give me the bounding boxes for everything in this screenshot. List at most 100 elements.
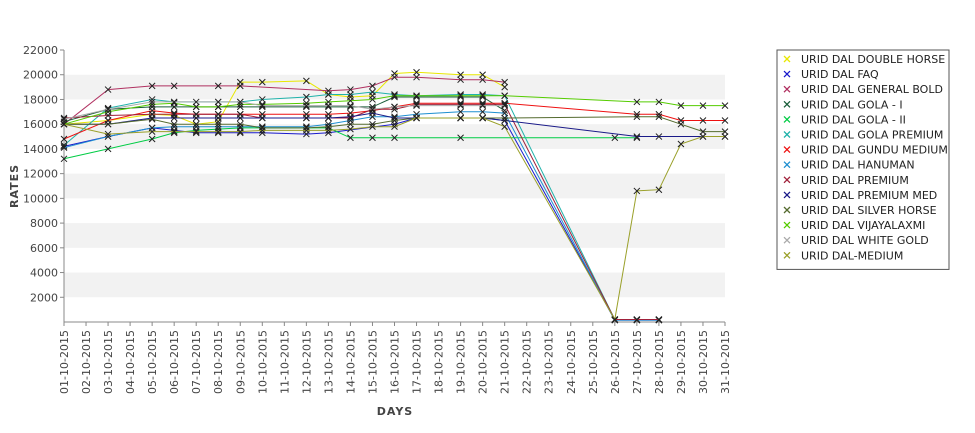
legend-marker xyxy=(783,85,791,93)
data-point xyxy=(721,102,729,109)
data-point xyxy=(236,128,244,135)
grid-band xyxy=(64,223,725,248)
legend-box xyxy=(776,49,950,270)
legend-marker xyxy=(783,115,791,123)
data-point xyxy=(192,120,200,128)
data-point xyxy=(60,155,68,163)
legend-marker xyxy=(783,221,791,229)
data-point xyxy=(501,78,509,86)
legend-item-label: URID DAL GENERAL BOLD xyxy=(801,83,943,96)
data-point xyxy=(457,114,464,122)
data-point xyxy=(457,108,464,116)
data-point xyxy=(721,133,729,140)
legend-marker xyxy=(783,176,791,184)
data-point xyxy=(413,73,420,81)
data-point xyxy=(236,98,244,106)
data-point xyxy=(611,316,619,323)
x-tick-label: 05-10-2015 xyxy=(146,330,159,394)
data-point xyxy=(501,92,509,100)
x-tick-label: 28-10-2015 xyxy=(653,330,666,394)
data-point xyxy=(633,187,641,195)
data-point xyxy=(347,102,354,109)
data-point xyxy=(170,82,178,90)
x-tick-label: 31-10-2015 xyxy=(719,330,732,394)
legend-item-label: URID DAL GOLA PREMIUM xyxy=(801,129,943,142)
data-point xyxy=(479,92,486,100)
legend-item-label: URID DAL WHITE GOLD xyxy=(801,234,929,247)
data-point xyxy=(104,105,112,113)
x-tick-label: 09-10-2015 xyxy=(234,330,247,394)
y-tick-label: 22000 xyxy=(23,44,58,57)
series-line xyxy=(63,117,659,321)
data-point xyxy=(347,134,354,142)
x-tick-label: 02-10-2015 xyxy=(80,330,93,394)
data-point xyxy=(347,86,354,93)
data-point xyxy=(347,97,354,105)
legend-marker xyxy=(783,55,791,63)
x-tick-label: 17-10-2015 xyxy=(411,330,424,394)
data-point xyxy=(325,127,332,134)
data-point xyxy=(170,99,178,107)
data-point xyxy=(258,101,266,108)
y-tick-label: 18000 xyxy=(23,93,58,106)
data-point xyxy=(148,82,156,90)
legend-marker xyxy=(783,191,791,199)
x-tick-label: 14-10-2015 xyxy=(344,330,357,394)
data-point xyxy=(369,96,376,103)
data-point xyxy=(479,76,486,84)
data-point xyxy=(457,134,464,142)
data-point xyxy=(677,102,685,109)
series-7 xyxy=(60,108,663,324)
legend-item-label: URID DAL GUNDU MEDIUM xyxy=(801,144,948,157)
data-point xyxy=(148,115,156,123)
legend-item-label: URID DAL HANUMAN xyxy=(801,159,915,172)
series-13 xyxy=(60,114,729,323)
series-8 xyxy=(60,101,663,323)
x-tick-label: 08-10-2015 xyxy=(212,330,225,394)
data-point xyxy=(214,128,222,135)
data-point xyxy=(192,98,200,106)
data-point xyxy=(347,91,354,98)
series-12 xyxy=(60,98,509,123)
x-tick-label: 01-10-2015 xyxy=(58,330,71,394)
data-point xyxy=(60,115,68,123)
y-tick-label: 6000 xyxy=(30,242,58,255)
data-point xyxy=(104,130,112,138)
data-point xyxy=(391,73,398,81)
y-tick-label: 8000 xyxy=(30,217,58,230)
data-point xyxy=(655,110,663,118)
x-tick-label: 25-10-2015 xyxy=(587,330,600,394)
legend-marker xyxy=(783,236,791,244)
data-point xyxy=(457,76,464,84)
data-point xyxy=(633,110,641,118)
legend-marker xyxy=(783,100,791,108)
data-point xyxy=(214,82,222,90)
data-point xyxy=(413,102,420,109)
data-point xyxy=(325,114,332,122)
data-point xyxy=(258,102,266,109)
data-point xyxy=(236,82,244,90)
data-point xyxy=(170,98,178,106)
data-point xyxy=(479,102,486,109)
data-point xyxy=(369,82,376,90)
data-point xyxy=(699,102,707,109)
data-point xyxy=(391,123,398,131)
data-point xyxy=(391,92,398,100)
data-point xyxy=(633,316,641,323)
x-tick-label: 20-10-2015 xyxy=(477,330,490,394)
data-point xyxy=(303,102,310,109)
y-tick-label: 10000 xyxy=(23,192,58,205)
data-point xyxy=(258,96,266,103)
data-point xyxy=(236,129,244,137)
legend-marker xyxy=(783,146,791,154)
data-point xyxy=(258,127,266,134)
legend-item-label: URID DAL PREMIUM MED xyxy=(801,189,937,202)
data-point xyxy=(214,114,222,122)
data-point xyxy=(633,133,641,140)
data-point xyxy=(236,120,244,128)
data-point xyxy=(303,114,310,122)
series-line xyxy=(63,95,725,125)
data-point xyxy=(633,113,641,121)
x-tick-label: 18-10-2015 xyxy=(433,330,446,394)
